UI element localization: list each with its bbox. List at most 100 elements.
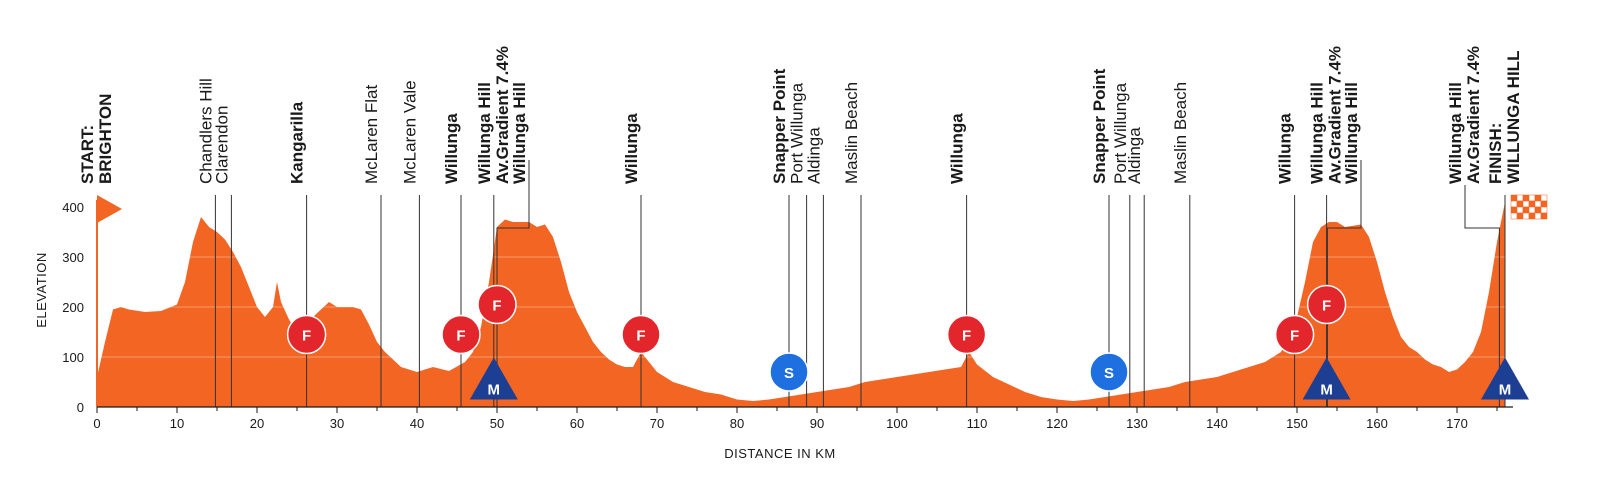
feed-zone-circle — [286, 314, 327, 355]
x-axis-title: DISTANCE IN KM — [724, 446, 836, 461]
location-label: Willunga — [948, 113, 967, 184]
sprint-circle — [769, 352, 809, 392]
y-axis-title: ELEVATION — [34, 252, 49, 328]
feed-zone-circle — [1306, 284, 1347, 325]
flag-square — [1528, 200, 1536, 208]
sprint-circle — [1089, 352, 1129, 392]
flag-square — [1528, 212, 1536, 220]
flag-square — [1540, 200, 1548, 208]
x-tick-label: 120 — [1046, 416, 1068, 431]
flag-square — [1510, 212, 1518, 220]
x-tick-label: 140 — [1206, 416, 1228, 431]
flag-square — [1516, 212, 1524, 220]
start-flag-icon — [97, 195, 122, 223]
flag-square — [1534, 194, 1542, 202]
feed-zone-circle — [1274, 314, 1315, 355]
marker-letter: F — [1322, 298, 1331, 315]
location-label: McLaren Vale — [400, 80, 419, 184]
x-tick-label: 60 — [570, 416, 584, 431]
flag-square — [1516, 206, 1524, 214]
feed-zone-marker: F — [286, 314, 327, 355]
location-label: FINISH: — [1486, 123, 1505, 184]
x-tick-label: 30 — [330, 416, 344, 431]
location-label: Port Willunga — [1111, 82, 1130, 184]
location-label: McLaren Flat — [362, 85, 381, 184]
kom-marker: M — [469, 357, 518, 400]
location-label: Aldinga — [1125, 127, 1144, 184]
flag-square — [1528, 206, 1536, 214]
location-label: Willunga — [442, 113, 461, 184]
feed-zone-circle — [477, 284, 517, 325]
grid-layer — [97, 206, 1513, 358]
location-label: BRIGHTON — [96, 94, 115, 184]
location-label: Willunga Hill — [475, 82, 494, 184]
location-label: Willunga Hill — [510, 82, 529, 184]
flag-square — [1540, 212, 1548, 220]
axis-layer: 0 10 20 30 40 50 60 70 80 90 100 110 120 130 140 150 160… — [62, 194, 1548, 431]
finish-flag-icon — [1510, 194, 1548, 220]
marker-letter: M — [1320, 382, 1333, 399]
kom-triangle-icon — [1302, 357, 1351, 400]
feed-zone-circle — [441, 314, 481, 355]
kom-triangle-icon — [1481, 357, 1529, 400]
marker-letter: S — [784, 365, 794, 382]
summit-connector-line — [1464, 185, 1500, 407]
flag-square — [1522, 194, 1530, 202]
location-label: Port Willunga — [788, 82, 807, 184]
flag-square — [1516, 194, 1524, 202]
feed-zone-circle — [946, 314, 987, 355]
location-label: Willunga Hill — [1308, 82, 1327, 184]
kom-marker: M — [1481, 357, 1529, 400]
sprint-point-marker: S — [769, 352, 809, 392]
x-tick-label: 50 — [490, 416, 504, 431]
y-tick-label: 0 — [77, 400, 84, 415]
x-tick-label: 0 — [93, 416, 100, 431]
location-label: Snapper Point — [770, 68, 789, 184]
x-tick-label: 90 — [810, 416, 824, 431]
flag-square — [1540, 206, 1548, 214]
marker-letter: F — [636, 328, 645, 345]
x-tick-label: 20 — [250, 416, 264, 431]
location-label: Clarendon — [212, 106, 231, 184]
x-tick-label: 100 — [886, 416, 908, 431]
flag-square — [1510, 200, 1518, 208]
profile-layer — [97, 202, 1505, 407]
location-label: Av.Gradient 7.4% — [493, 46, 512, 184]
location-label: Snapper Point — [1090, 68, 1109, 184]
y-tick-label: 400 — [62, 200, 84, 215]
feed-zone-marker: F — [946, 314, 987, 355]
x-tick-label: 130 — [1126, 416, 1148, 431]
location-label: Chandlers Hill — [196, 78, 215, 184]
feed-zone-marker: F — [1274, 314, 1315, 355]
marker-letter: M — [1499, 382, 1512, 399]
flag-square — [1534, 206, 1542, 214]
flag-square — [1522, 212, 1530, 220]
y-tick-label: 300 — [62, 250, 84, 265]
sprint-point-marker: S — [1089, 352, 1129, 392]
feed-zone-marker: F — [1306, 284, 1347, 325]
y-tick-label: 100 — [62, 350, 84, 365]
marker-letter: F — [302, 328, 311, 345]
x-tick-label: 10 — [170, 416, 184, 431]
location-label: Maslin Beach — [842, 82, 861, 184]
flag-square — [1534, 200, 1542, 208]
location-label: Av.Gradient 7.4% — [1326, 46, 1345, 184]
feed-zone-marker: F — [621, 314, 661, 355]
x-tick-label: 160 — [1366, 416, 1388, 431]
feed-zone-marker: F — [441, 314, 481, 355]
flag-square — [1534, 212, 1542, 220]
x-tick-label: 150 — [1286, 416, 1308, 431]
location-label: Av.Gradient 7.4% — [1464, 46, 1483, 184]
marker-letter: S — [1104, 365, 1114, 382]
location-label: Willunga Hill — [1342, 82, 1361, 184]
location-label: Kangarilla — [288, 101, 307, 184]
location-label: WILLUNGA HILL — [1504, 51, 1523, 184]
marker-letter: F — [962, 328, 971, 345]
location-label: Willunga Hill — [1446, 82, 1465, 184]
x-tick-label: 40 — [410, 416, 424, 431]
flag-square — [1522, 206, 1530, 214]
location-label: Aldinga — [804, 127, 823, 184]
